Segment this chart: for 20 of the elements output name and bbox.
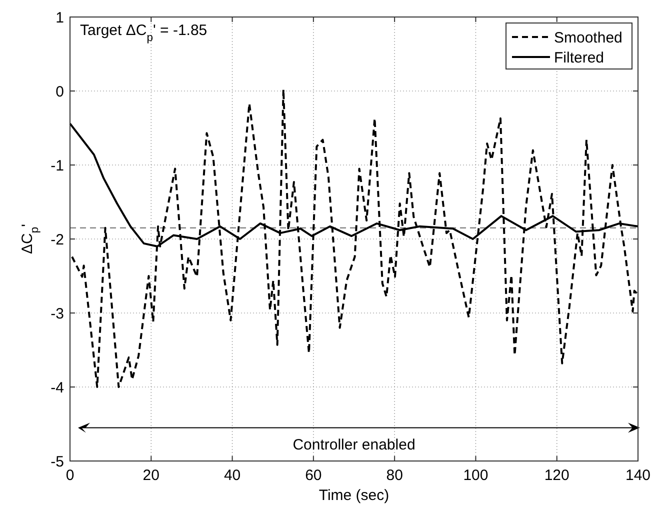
y-tick-label: -4 [50,379,64,396]
line-series [71,88,639,388]
y-tick-label: -1 [50,157,64,174]
legend-label: Filtered [554,49,604,66]
annotation: Target ΔC$_{p}$' = -1.85 [80,22,208,44]
y-tick-label: 1 [56,9,64,26]
y-tick-label: -5 [50,453,64,470]
x-tick-label: 20 [142,467,160,484]
x-axis-title: Time (sec) [318,487,390,504]
x-tick-label: 120 [544,467,570,484]
x-tick-label: 40 [224,467,241,484]
y-tick-label: 0 [56,83,64,100]
y-tick-label: -2 [50,231,64,248]
x-tick-label: 140 [625,467,651,484]
legend-label: Smoothed [554,29,622,46]
y-tick-label: -3 [50,305,64,322]
x-tick-label: 100 [463,467,488,484]
annotation: Controller enabled [292,436,416,454]
x-tick-label: 60 [305,467,322,484]
x-tick-label: 80 [386,467,403,484]
